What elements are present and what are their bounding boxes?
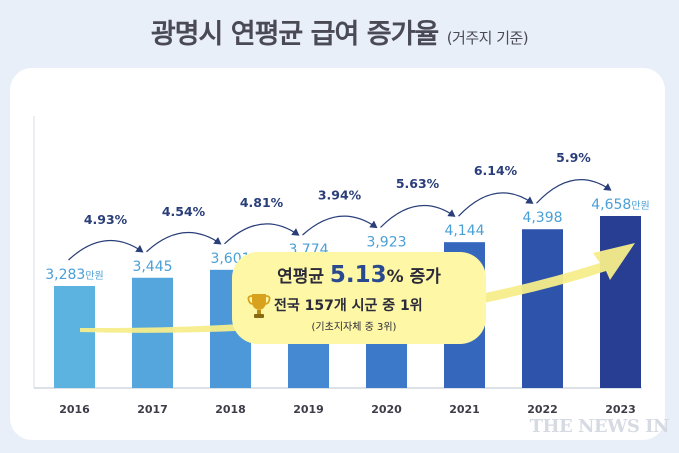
callout-rank: 전국 157개 시군 중 1위 [274, 297, 423, 314]
x-tick-2023: 2023 [605, 403, 636, 416]
bar-2023 [600, 216, 641, 388]
x-tick-2020: 2020 [371, 403, 402, 416]
chart-title: 광명시 연평균 급여 증가율 (거주지 기준) [0, 12, 679, 51]
trophy-icon [247, 294, 271, 318]
callout-note: (기초지자체 중 3위) [312, 320, 397, 333]
x-tick-2018: 2018 [215, 403, 246, 416]
bar-2017 [132, 277, 173, 388]
callout-box: 연평균 5.13% 증가 전국 157개 시군 중 1위 (기초지자체 중 3위… [232, 252, 486, 344]
growth-rate-label-4: 5.63% [396, 176, 440, 191]
callout-prefix: 연평균 [277, 267, 330, 287]
x-tick-2017: 2017 [137, 403, 168, 416]
bar-2016 [54, 286, 95, 388]
growth-rate-label-3: 3.94% [318, 187, 362, 202]
x-tick-2022: 2022 [527, 403, 558, 416]
title-main: 광명시 연평균 급여 증가율 [150, 19, 439, 50]
growth-rate-label-6: 5.9% [556, 150, 591, 165]
chart-card: 3,283만원 3,445 3,601 3,774 3,923 4,144 4,398 4,6… [10, 68, 665, 440]
watermark-logo: THE NEWS IN [529, 416, 670, 437]
title-subtitle: (거주지 기준) [446, 29, 529, 47]
growth-rate-label-0: 4.93% [84, 212, 128, 227]
growth-arrow-3 [302, 215, 378, 236]
value-label-2016: 3,283만원 [45, 267, 104, 283]
growth-arrow-6 [536, 179, 612, 204]
value-label-2022: 4,398 [522, 210, 562, 226]
growth-rate-label-5: 6.14% [474, 163, 518, 178]
growth-rate-label-2: 4.81% [240, 195, 284, 210]
value-label-2017: 3,445 [132, 259, 172, 275]
callout-suffix: % 증가 [387, 267, 442, 287]
growth-arrow-2 [224, 223, 300, 245]
callout-value: 5.13 [330, 262, 387, 288]
bar-2022 [522, 229, 563, 388]
growth-rate-label-1: 4.54% [162, 204, 206, 219]
growth-arrow-0 [68, 239, 144, 261]
value-label-2020: 3,923 [366, 234, 406, 250]
growth-arrow-4 [380, 204, 456, 228]
value-label-2021: 4,144 [444, 223, 484, 239]
svg-text:연평균 5.13% 증가: 연평균 5.13% 증가 [277, 262, 441, 288]
x-tick-2016: 2016 [59, 403, 90, 416]
x-tick-2021: 2021 [449, 403, 480, 416]
growth-arrow-5 [458, 192, 534, 217]
value-label-2023: 4,658만원 [591, 197, 650, 213]
x-tick-2019: 2019 [293, 403, 324, 416]
growth-arrow-1 [146, 232, 222, 253]
